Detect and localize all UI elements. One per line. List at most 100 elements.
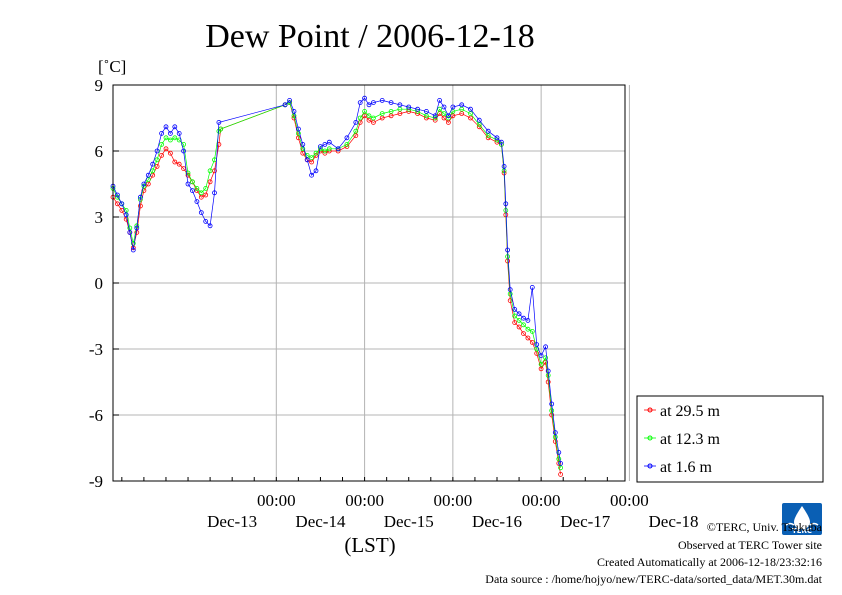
x-day-label: Dec-15 xyxy=(384,512,434,531)
x-day-label: Dec-18 xyxy=(649,512,699,531)
data-point xyxy=(163,146,169,152)
data-point xyxy=(459,102,465,108)
series-2 xyxy=(110,95,563,466)
data-point xyxy=(176,161,182,167)
data-point xyxy=(468,115,473,121)
data-point xyxy=(304,152,310,158)
data-point xyxy=(300,141,306,147)
data-point xyxy=(357,100,363,105)
data-point xyxy=(322,148,328,154)
legend-box xyxy=(636,395,824,483)
terc-logo: TERC xyxy=(782,503,822,535)
data-point xyxy=(370,100,376,105)
series-0 xyxy=(110,100,563,477)
credit-copyright: ©TERC, Univ. Tsukuba xyxy=(707,520,823,534)
data-point xyxy=(485,128,491,134)
data-point xyxy=(516,311,522,317)
data-point xyxy=(287,98,293,103)
data-point xyxy=(507,287,513,293)
data-point xyxy=(304,157,310,163)
data-point xyxy=(406,104,412,110)
legend-label: at 1.6 m xyxy=(660,459,713,476)
data-point xyxy=(130,247,136,253)
data-point xyxy=(203,218,209,224)
data-point xyxy=(194,199,200,205)
credit-created: Created Automatically at 2006-12-18/23:3… xyxy=(597,555,822,569)
data-point xyxy=(159,141,165,147)
data-point xyxy=(556,456,562,462)
data-point xyxy=(366,102,372,108)
data-point xyxy=(154,157,160,163)
legend-swatch-marker xyxy=(647,407,653,413)
data-point xyxy=(115,192,120,198)
data-point xyxy=(163,135,169,141)
data-point xyxy=(549,408,555,414)
data-point xyxy=(397,102,403,108)
data-point xyxy=(437,106,443,112)
series-line xyxy=(112,102,561,475)
data-point xyxy=(212,190,217,196)
x-tick-time-label: 00:00 xyxy=(345,491,384,510)
data-point xyxy=(154,163,160,169)
data-point xyxy=(134,225,140,231)
data-point xyxy=(512,313,518,319)
data-point xyxy=(141,181,147,187)
data-point xyxy=(501,163,507,169)
data-point xyxy=(538,353,544,359)
data-point xyxy=(525,317,531,323)
data-point xyxy=(203,192,209,198)
y-tick-label: 6 xyxy=(95,142,104,161)
data-point xyxy=(159,152,165,158)
data-point xyxy=(525,335,531,341)
data-point xyxy=(150,161,156,167)
legend-swatch-marker xyxy=(647,463,653,469)
data-point xyxy=(505,247,511,253)
data-point xyxy=(549,401,555,407)
data-point xyxy=(115,201,120,207)
y-tick-label: -9 xyxy=(89,472,103,491)
data-point xyxy=(503,201,509,207)
x-tick-time-label: 00:00 xyxy=(610,491,649,510)
data-point xyxy=(309,155,315,161)
data-point xyxy=(468,111,473,116)
data-point xyxy=(432,113,438,119)
chart-title: Dew Point / 2006-12-18 xyxy=(205,18,535,55)
data-point xyxy=(357,115,363,121)
data-point xyxy=(167,130,173,136)
data-point xyxy=(198,210,204,216)
data-point xyxy=(459,111,465,116)
data-point xyxy=(309,172,315,178)
data-point xyxy=(494,135,500,141)
data-point xyxy=(189,188,195,194)
data-point xyxy=(150,168,156,174)
data-point xyxy=(468,106,473,112)
data-point xyxy=(516,317,522,323)
y-tick-label: 0 xyxy=(95,274,104,293)
data-point xyxy=(176,130,182,136)
data-point xyxy=(163,124,169,130)
x-day-label: Dec-14 xyxy=(295,512,346,531)
data-point xyxy=(450,104,456,110)
data-point xyxy=(521,331,526,337)
data-point xyxy=(172,135,178,141)
data-point xyxy=(326,146,332,152)
x-day-label: Dec-16 xyxy=(472,512,522,531)
y-tick-label: -6 xyxy=(89,406,103,425)
data-point xyxy=(450,113,456,119)
data-point xyxy=(529,339,535,345)
data-point xyxy=(282,102,288,108)
data-point xyxy=(388,109,394,114)
data-point xyxy=(543,344,548,350)
y-tick-label: 9 xyxy=(95,76,104,95)
data-point xyxy=(326,139,332,145)
series-line xyxy=(112,102,561,468)
data-point xyxy=(216,120,222,125)
data-point xyxy=(353,133,359,139)
data-point xyxy=(123,212,129,218)
data-point xyxy=(167,150,173,156)
data-point xyxy=(441,104,447,110)
data-point xyxy=(370,120,376,125)
legend-swatch-marker xyxy=(647,435,653,441)
data-point xyxy=(521,315,526,321)
legend-label: at 12.3 m xyxy=(660,431,721,448)
